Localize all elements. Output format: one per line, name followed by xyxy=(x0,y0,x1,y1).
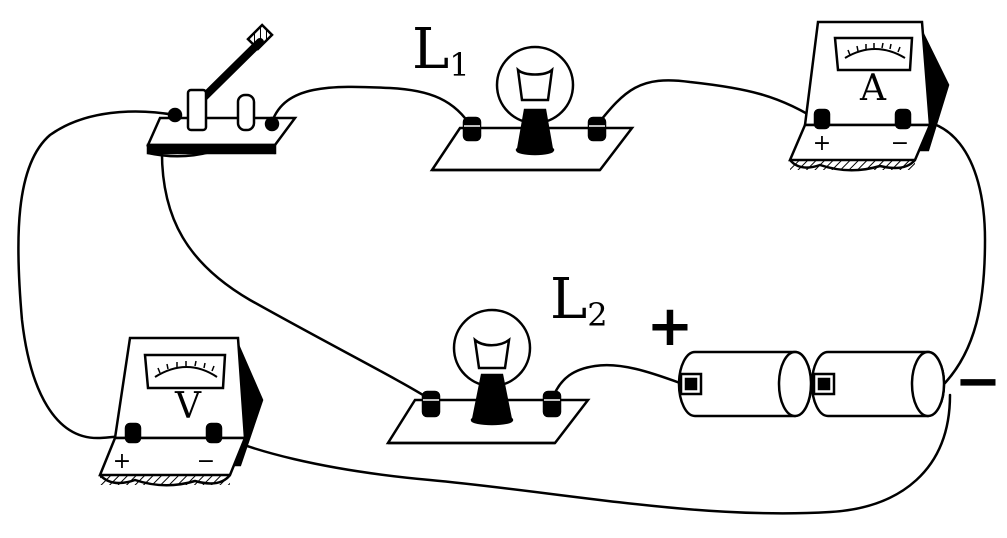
switch-icon xyxy=(146,23,298,158)
lamp2-icon xyxy=(385,308,591,445)
wire-lamp2-to-switch xyxy=(160,143,433,402)
lamp1-icon xyxy=(429,45,635,172)
battery-plus-label: + xyxy=(647,294,694,359)
battery-minus-label: − xyxy=(955,349,1002,414)
wire-ammeter-to-battery xyxy=(901,120,987,385)
ammeter-icon xyxy=(788,20,950,172)
battery-cell-2-icon xyxy=(810,350,946,418)
ammeter-plus-label: + xyxy=(813,131,831,156)
ammeter-minus-label: − xyxy=(891,131,909,156)
wire-lamp1-to-ammeter xyxy=(595,79,824,127)
voltmeter-minus-label: − xyxy=(197,449,215,474)
wire-voltmeter-to-battery xyxy=(212,393,952,515)
voltmeter-letter: V xyxy=(174,386,202,427)
battery-cell-1-icon xyxy=(677,350,813,418)
voltmeter-plus-label: + xyxy=(113,449,131,474)
ammeter-letter: A xyxy=(859,68,887,109)
wire-switch-to-lamp1 xyxy=(270,85,474,130)
lamp2-label: L2 xyxy=(550,267,608,334)
battery-icon xyxy=(677,350,946,418)
wires xyxy=(17,79,987,515)
lamp1-label: L1 xyxy=(412,17,470,84)
wire-battery-to-lamp2 xyxy=(550,363,682,402)
wire-switch-to-voltmeter xyxy=(17,110,177,440)
voltmeter-icon xyxy=(98,336,264,487)
